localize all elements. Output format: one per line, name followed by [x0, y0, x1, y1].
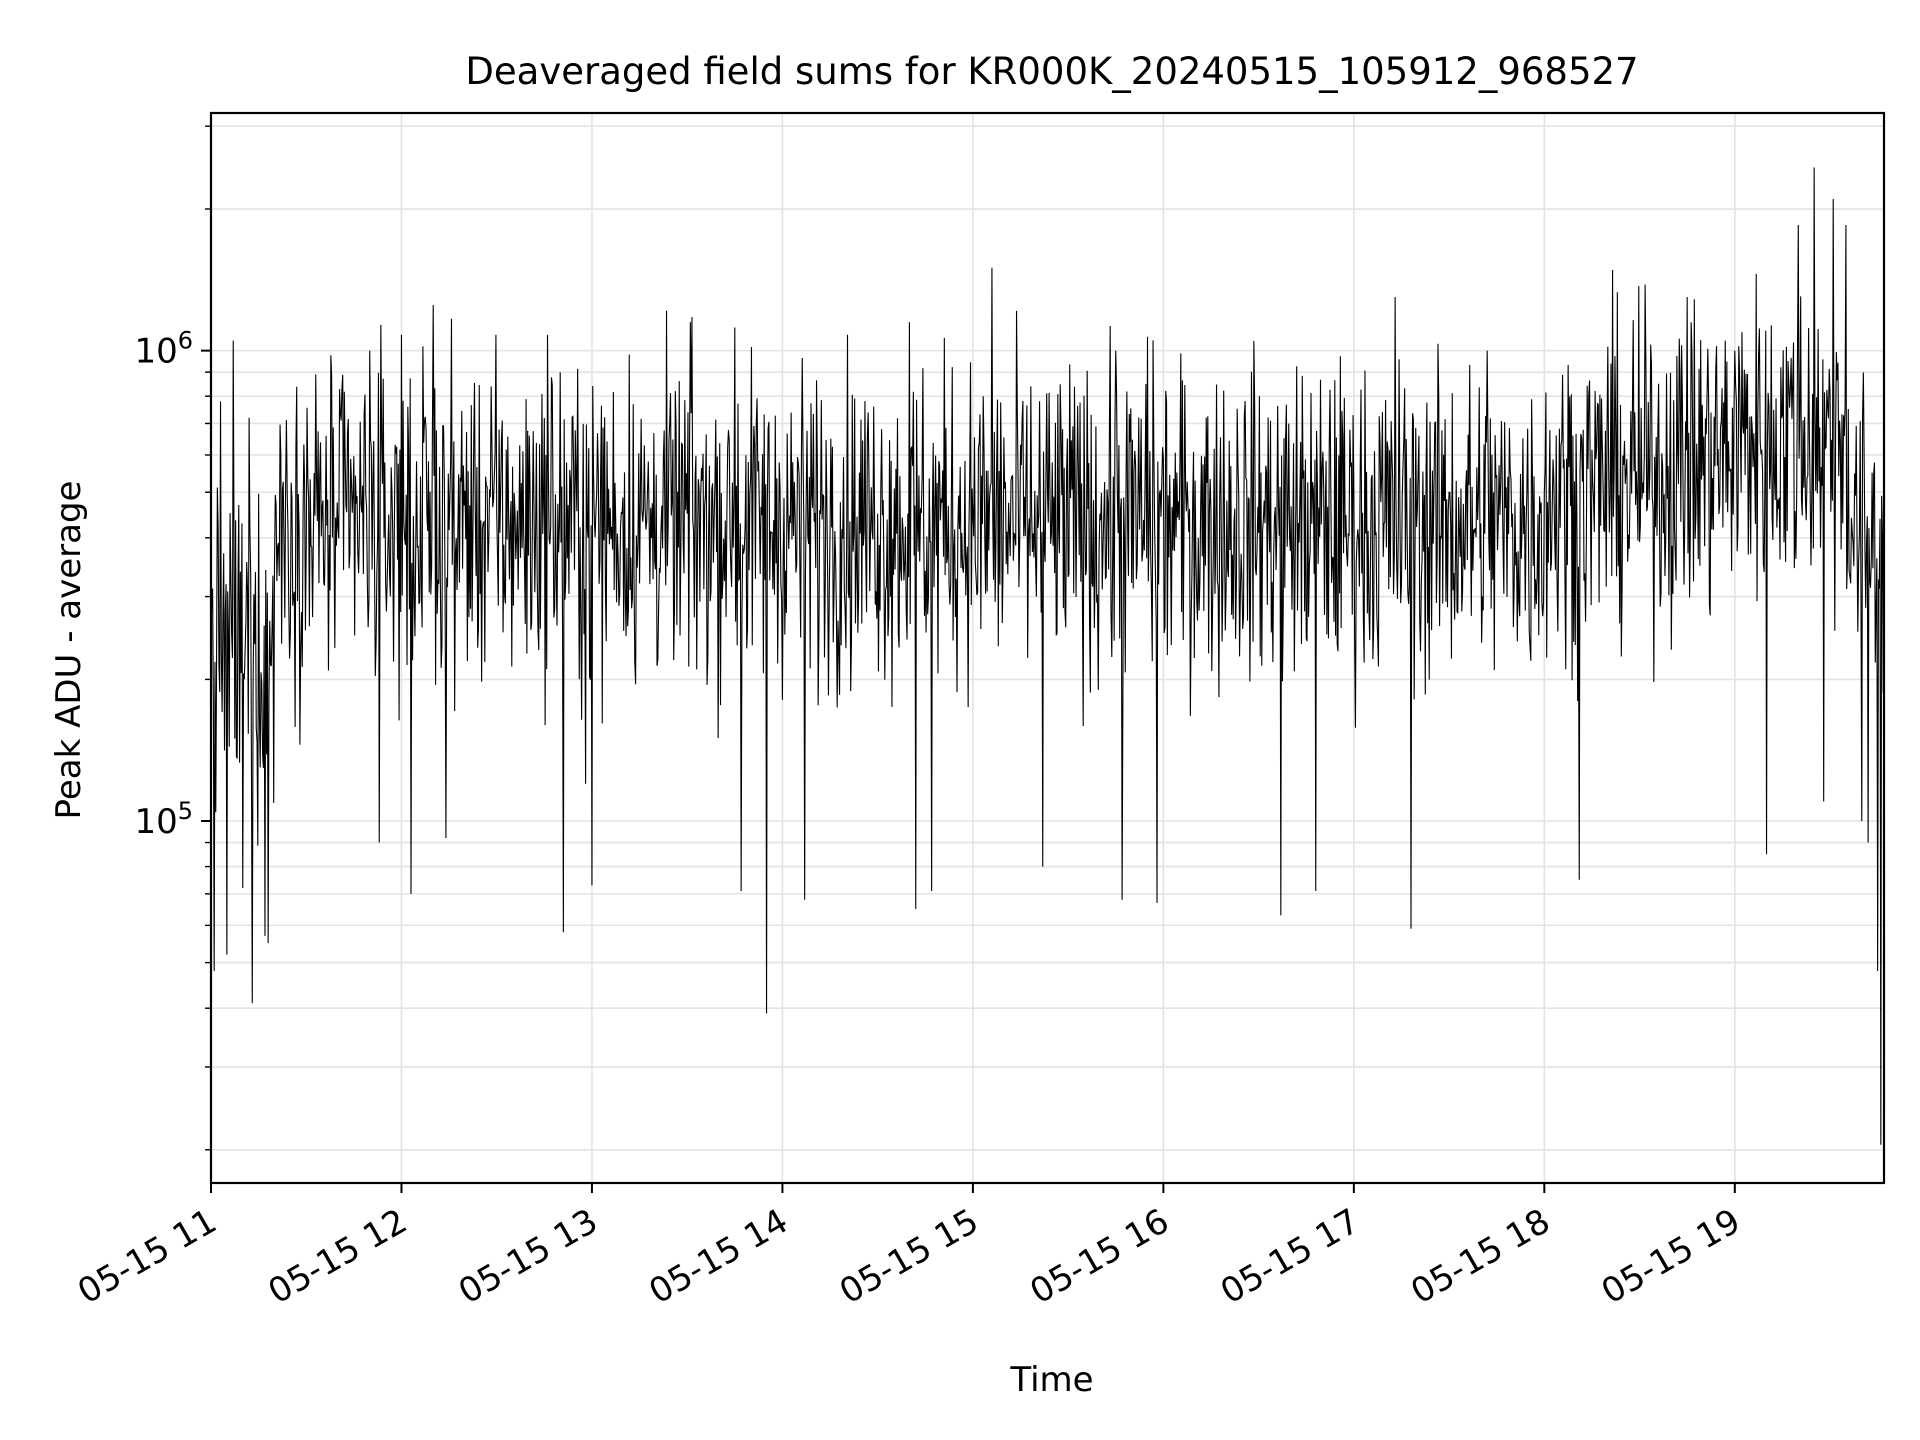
x-axis-label: Time — [1009, 1360, 1093, 1400]
y-tick-label: 105 — [134, 797, 193, 842]
plot-frame — [209, 111, 1886, 1185]
chart-title: Deaveraged field sums for KR000K_2024051… — [465, 50, 1638, 93]
y-axis-label: Peak ADU - average — [49, 481, 89, 820]
y-axis: 105 106 — [134, 125, 211, 1151]
y-tick-label: 106 — [134, 327, 193, 372]
series-line — [210, 167, 1885, 1145]
